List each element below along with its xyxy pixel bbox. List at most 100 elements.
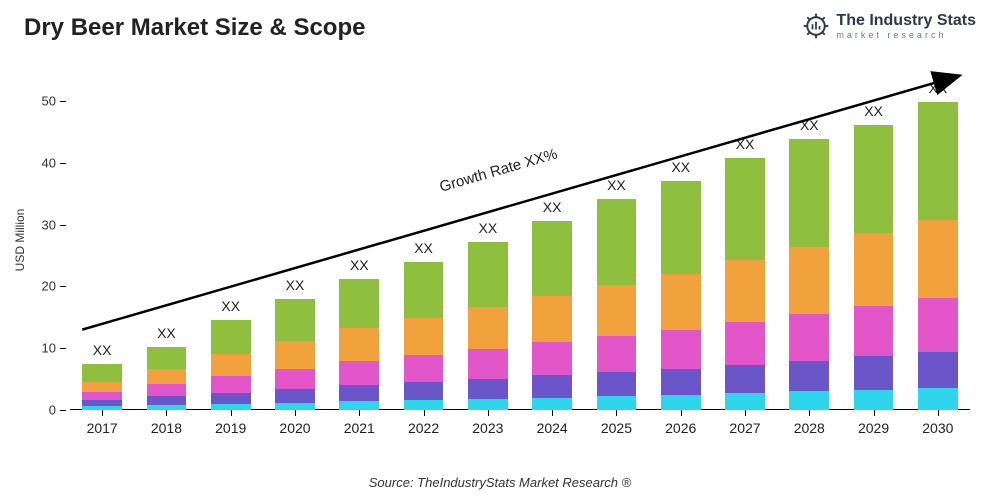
bar bbox=[275, 299, 315, 410]
bar-value-label: XX bbox=[671, 159, 690, 175]
bar-segment bbox=[82, 382, 122, 392]
y-axis-label: USD Million bbox=[13, 209, 27, 272]
bar-segment bbox=[339, 328, 379, 361]
bar-segment bbox=[918, 220, 958, 298]
x-category-label: 2028 bbox=[794, 420, 825, 436]
bar-segment bbox=[468, 349, 508, 379]
bar bbox=[82, 364, 122, 410]
bar-segment bbox=[918, 352, 958, 388]
bar-segment bbox=[404, 318, 444, 355]
bar bbox=[404, 262, 444, 410]
bar bbox=[532, 221, 572, 410]
bar-segment bbox=[661, 181, 701, 274]
x-tick bbox=[295, 410, 296, 416]
bar-segment bbox=[789, 391, 829, 410]
bar bbox=[211, 320, 251, 410]
bar-segment bbox=[597, 285, 637, 336]
bar-segment bbox=[404, 355, 444, 382]
bar-segment bbox=[147, 405, 187, 410]
bar-segment bbox=[854, 356, 894, 389]
bar-segment bbox=[725, 260, 765, 321]
bar-segment bbox=[147, 347, 187, 369]
gear-icon bbox=[802, 12, 830, 40]
x-category-label: 2017 bbox=[87, 420, 118, 436]
x-category-label: 2030 bbox=[922, 420, 953, 436]
y-tick-label: 50 bbox=[30, 93, 56, 108]
x-tick bbox=[874, 410, 875, 416]
x-category-label: 2026 bbox=[665, 420, 696, 436]
y-tick bbox=[60, 101, 66, 102]
x-tick bbox=[681, 410, 682, 416]
bar-segment bbox=[147, 384, 187, 396]
bar-segment bbox=[468, 379, 508, 399]
bar-segment bbox=[147, 369, 187, 384]
x-tick bbox=[488, 410, 489, 416]
bar-segment bbox=[661, 274, 701, 330]
bar-value-label: XX bbox=[414, 240, 433, 256]
x-tick bbox=[359, 410, 360, 416]
y-tick-label: 40 bbox=[30, 155, 56, 170]
bar-segment bbox=[532, 375, 572, 397]
bar-segment bbox=[275, 341, 315, 369]
bar-segment bbox=[661, 395, 701, 410]
bar-segment bbox=[211, 320, 251, 354]
x-category-label: 2022 bbox=[408, 420, 439, 436]
x-category-label: 2023 bbox=[472, 420, 503, 436]
bar-segment bbox=[661, 369, 701, 395]
bar-segment bbox=[147, 396, 187, 405]
bar bbox=[725, 158, 765, 410]
bar-segment bbox=[854, 233, 894, 305]
bar-segment bbox=[789, 247, 829, 314]
y-tick-label: 30 bbox=[30, 217, 56, 232]
source-attribution: Source: TheIndustryStats Market Research… bbox=[369, 475, 631, 490]
x-category-label: 2024 bbox=[537, 420, 568, 436]
x-tick bbox=[102, 410, 103, 416]
bar-segment bbox=[725, 393, 765, 410]
x-tick bbox=[231, 410, 232, 416]
bar-value-label: XX bbox=[479, 220, 498, 236]
x-category-label: 2027 bbox=[729, 420, 760, 436]
x-axis-line bbox=[70, 409, 970, 410]
bar-segment bbox=[82, 406, 122, 410]
bar-segment bbox=[789, 361, 829, 392]
bar-segment bbox=[404, 382, 444, 400]
bar-segment bbox=[532, 342, 572, 375]
bar-segment bbox=[275, 389, 315, 403]
bar-value-label: XX bbox=[157, 325, 176, 341]
bar-segment bbox=[404, 262, 444, 318]
bar bbox=[468, 242, 508, 410]
bar-segment bbox=[854, 125, 894, 233]
bar-value-label: XX bbox=[800, 117, 819, 133]
bar bbox=[789, 139, 829, 410]
bar-value-label: XX bbox=[929, 80, 948, 96]
bar-segment bbox=[725, 365, 765, 393]
bar-segment bbox=[918, 298, 958, 352]
x-category-label: 2019 bbox=[215, 420, 246, 436]
bar-segment bbox=[918, 102, 958, 219]
x-category-label: 2021 bbox=[344, 420, 375, 436]
x-category-label: 2025 bbox=[601, 420, 632, 436]
bar-segment bbox=[661, 330, 701, 370]
bar-segment bbox=[597, 396, 637, 410]
bar-segment bbox=[725, 322, 765, 365]
x-tick bbox=[166, 410, 167, 416]
bar-value-label: XX bbox=[221, 298, 240, 314]
bar-segment bbox=[339, 385, 379, 401]
y-tick bbox=[60, 286, 66, 287]
logo-main: The Industry Stats bbox=[836, 13, 976, 29]
bar-segment bbox=[468, 307, 508, 349]
x-tick bbox=[938, 410, 939, 416]
bar bbox=[661, 181, 701, 410]
bar-segment bbox=[532, 296, 572, 342]
x-category-label: 2020 bbox=[279, 420, 310, 436]
y-tick-label: 20 bbox=[30, 279, 56, 294]
bar-segment bbox=[854, 390, 894, 410]
bar-segment bbox=[211, 376, 251, 393]
bar-value-label: XX bbox=[864, 103, 883, 119]
bar-segment bbox=[918, 388, 958, 410]
bar-segment bbox=[404, 400, 444, 410]
bar bbox=[597, 199, 637, 410]
bar-segment bbox=[725, 158, 765, 260]
bar-value-label: XX bbox=[736, 136, 755, 152]
bar-segment bbox=[468, 242, 508, 307]
